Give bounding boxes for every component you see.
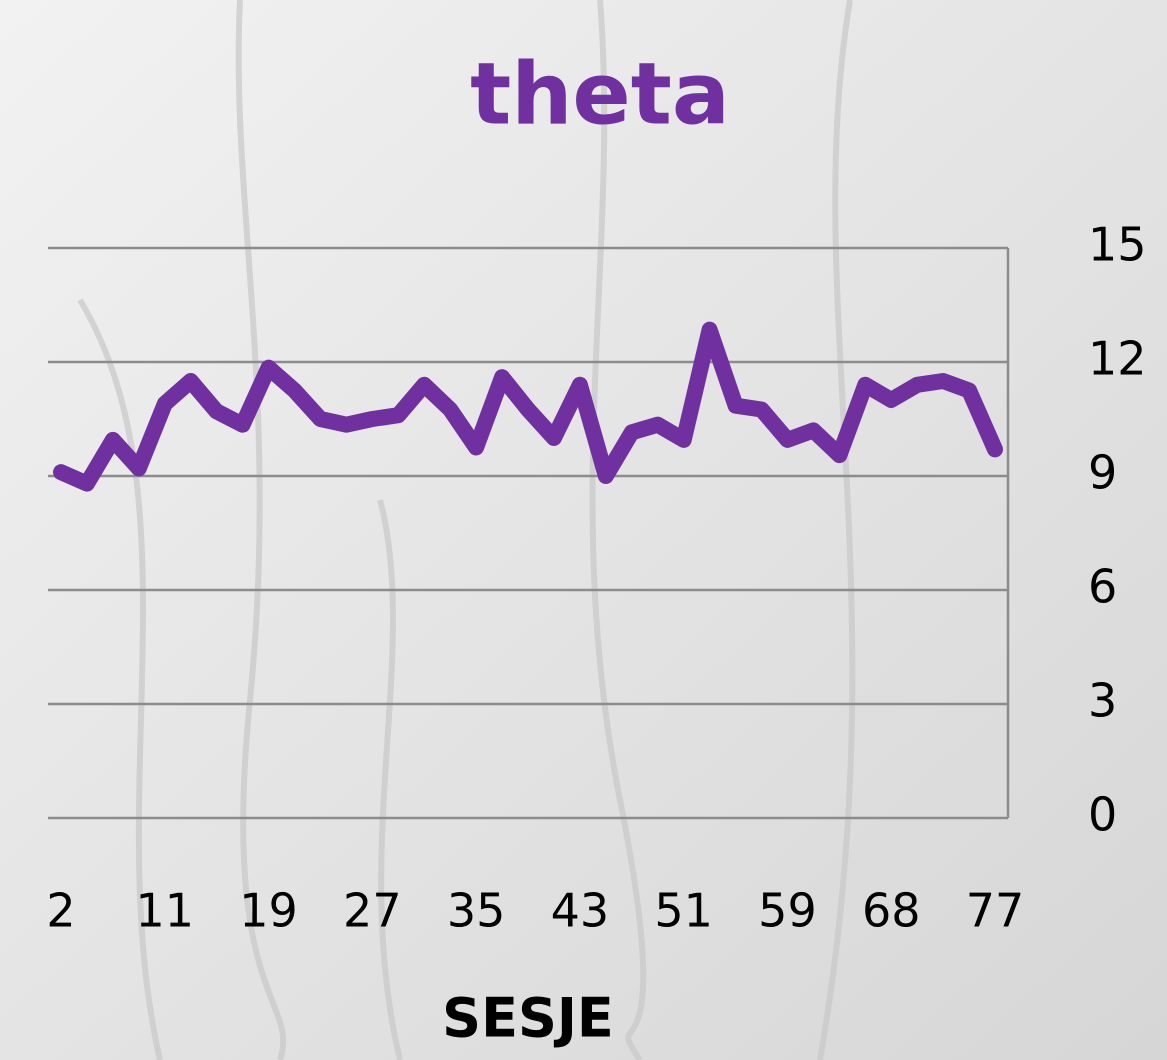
x-tick-label: 27 bbox=[343, 884, 402, 938]
x-axis-title: SESJE bbox=[442, 987, 614, 1050]
x-tick-label: 19 bbox=[239, 884, 298, 938]
chart-title: theta bbox=[470, 44, 730, 144]
y-tick-label: 3 bbox=[1088, 674, 1117, 728]
x-tick-label: 2 bbox=[46, 884, 75, 938]
y-tick-label: 6 bbox=[1088, 560, 1117, 614]
y-tick-label: 12 bbox=[1088, 332, 1147, 386]
y-tick-label: 0 bbox=[1088, 788, 1117, 842]
x-tick-label: 59 bbox=[758, 884, 817, 938]
x-tick-label: 68 bbox=[862, 884, 921, 938]
x-tick-label: 43 bbox=[551, 884, 610, 938]
y-tick-label: 15 bbox=[1088, 218, 1147, 272]
page: {"chart_data": {"type": "line", "title":… bbox=[0, 0, 1167, 1060]
x-tick-label: 77 bbox=[966, 884, 1025, 938]
x-tick-label: 11 bbox=[135, 884, 194, 938]
y-tick-label: 9 bbox=[1088, 446, 1117, 500]
x-tick-label: 35 bbox=[447, 884, 506, 938]
chart: theta SESJE 0 3 6 9 12 15 2 11 19 27 35 43 51 59 68 77 bbox=[0, 0, 1167, 1060]
x-tick-label: 51 bbox=[654, 884, 713, 938]
